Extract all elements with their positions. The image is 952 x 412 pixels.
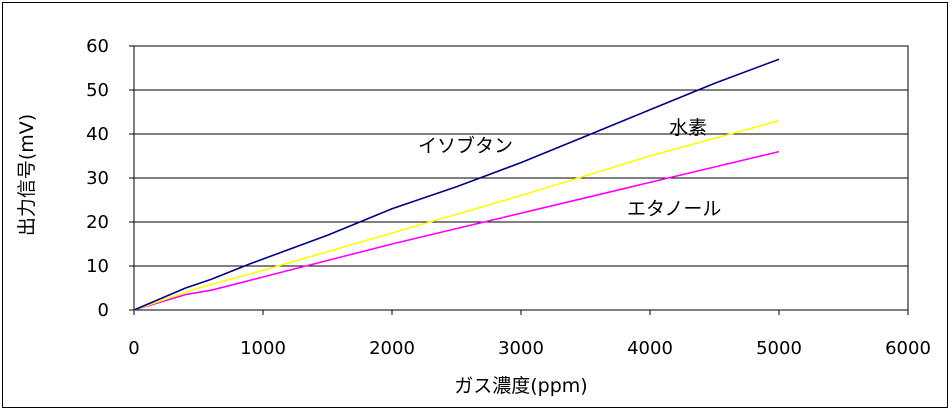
y-tick-label: 50 (86, 80, 109, 101)
y-tick-label: 60 (86, 36, 109, 57)
y-axis-title: 出力信号(mV) (16, 114, 38, 236)
chart-frame (2, 2, 948, 408)
x-axis-title: ガス濃度(ppm) (454, 375, 587, 397)
series-annotation: イソブタン (418, 134, 513, 157)
series-annotation: 水素 (669, 117, 707, 139)
series-line (133, 120, 780, 311)
x-tick-labels: 0 1000 2000 3000 4000 5000 6000 (128, 338, 931, 359)
series-line (133, 58, 780, 311)
x-tick-label: 2000 (369, 338, 415, 359)
y-tick-labels: 0 10 20 30 40 50 60 (86, 36, 109, 321)
grid-lines (129, 45, 909, 315)
series-lines (133, 58, 780, 311)
x-tick-label: 6000 (885, 338, 931, 359)
y-tick-label: 0 (98, 300, 109, 321)
y-tick-label: 40 (86, 124, 109, 145)
x-tick-label: 4000 (627, 338, 673, 359)
x-tick-label: 0 (128, 338, 139, 359)
x-tick-label: 5000 (756, 338, 802, 359)
x-tick-label: 1000 (240, 338, 286, 359)
series-annotation: エタノール (627, 198, 721, 220)
y-tick-label: 20 (86, 212, 109, 233)
x-tick-label: 3000 (498, 338, 544, 359)
y-tick-label: 30 (86, 168, 109, 189)
y-tick-label: 10 (86, 256, 109, 277)
series-line (133, 150, 780, 311)
